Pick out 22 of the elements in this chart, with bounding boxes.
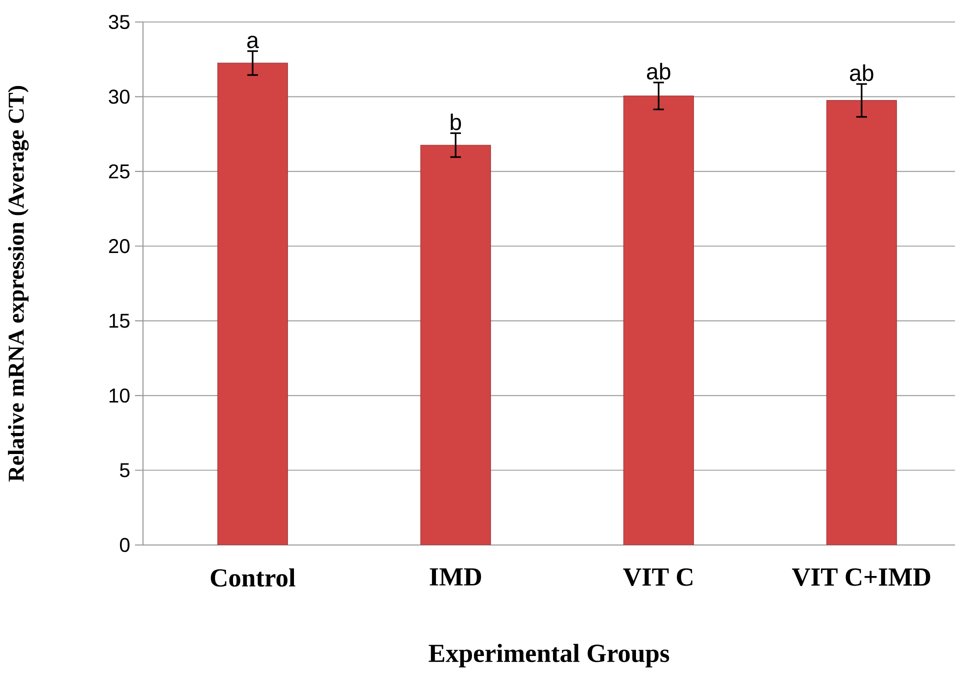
y-tick-label: 35 [108, 14, 130, 30]
annotation: ab [850, 64, 874, 82]
annotation: ab [646, 62, 670, 80]
x-tick-label: VIT C+IMD [792, 568, 930, 586]
x-tick-label: Control [210, 568, 296, 587]
bar [623, 96, 694, 545]
x-tick-label: VIT C [623, 568, 692, 586]
y-tick-label: 10 [110, 388, 130, 403]
y-tick-label: 15 [110, 314, 130, 328]
bar [826, 100, 897, 545]
bar [217, 62, 288, 545]
x-tick-label: IMD [430, 568, 482, 586]
y-tick-label: 30 [108, 90, 130, 104]
annotation: a [247, 36, 259, 48]
y-tick-label: 20 [109, 239, 130, 254]
y-tick-label: 5 [120, 463, 130, 478]
bar [420, 144, 491, 545]
y-axis-title: Relative mRNA expression (Average CT) [8, 86, 29, 482]
annotation: b [450, 114, 461, 130]
y-tick-label: 25 [109, 164, 130, 178]
x-axis-title: Experimental Groups [428, 644, 670, 668]
y-tick-label: 0 [120, 538, 130, 552]
